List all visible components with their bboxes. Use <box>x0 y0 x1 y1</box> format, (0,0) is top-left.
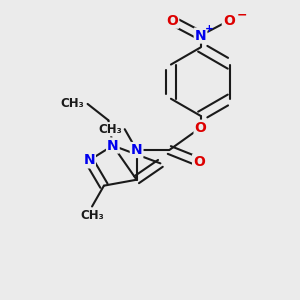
Text: O: O <box>223 14 235 28</box>
Text: N: N <box>83 153 95 167</box>
Text: N: N <box>195 28 206 43</box>
Text: −: − <box>237 8 248 21</box>
Text: +: + <box>205 24 213 34</box>
Text: CH₃: CH₃ <box>80 209 104 222</box>
Text: O: O <box>167 14 178 28</box>
Text: CH₃: CH₃ <box>61 98 85 110</box>
Text: O: O <box>195 121 206 135</box>
Text: CH₃: CH₃ <box>98 123 122 136</box>
Text: N: N <box>131 143 142 157</box>
Text: O: O <box>193 155 205 169</box>
Text: N: N <box>107 139 119 152</box>
